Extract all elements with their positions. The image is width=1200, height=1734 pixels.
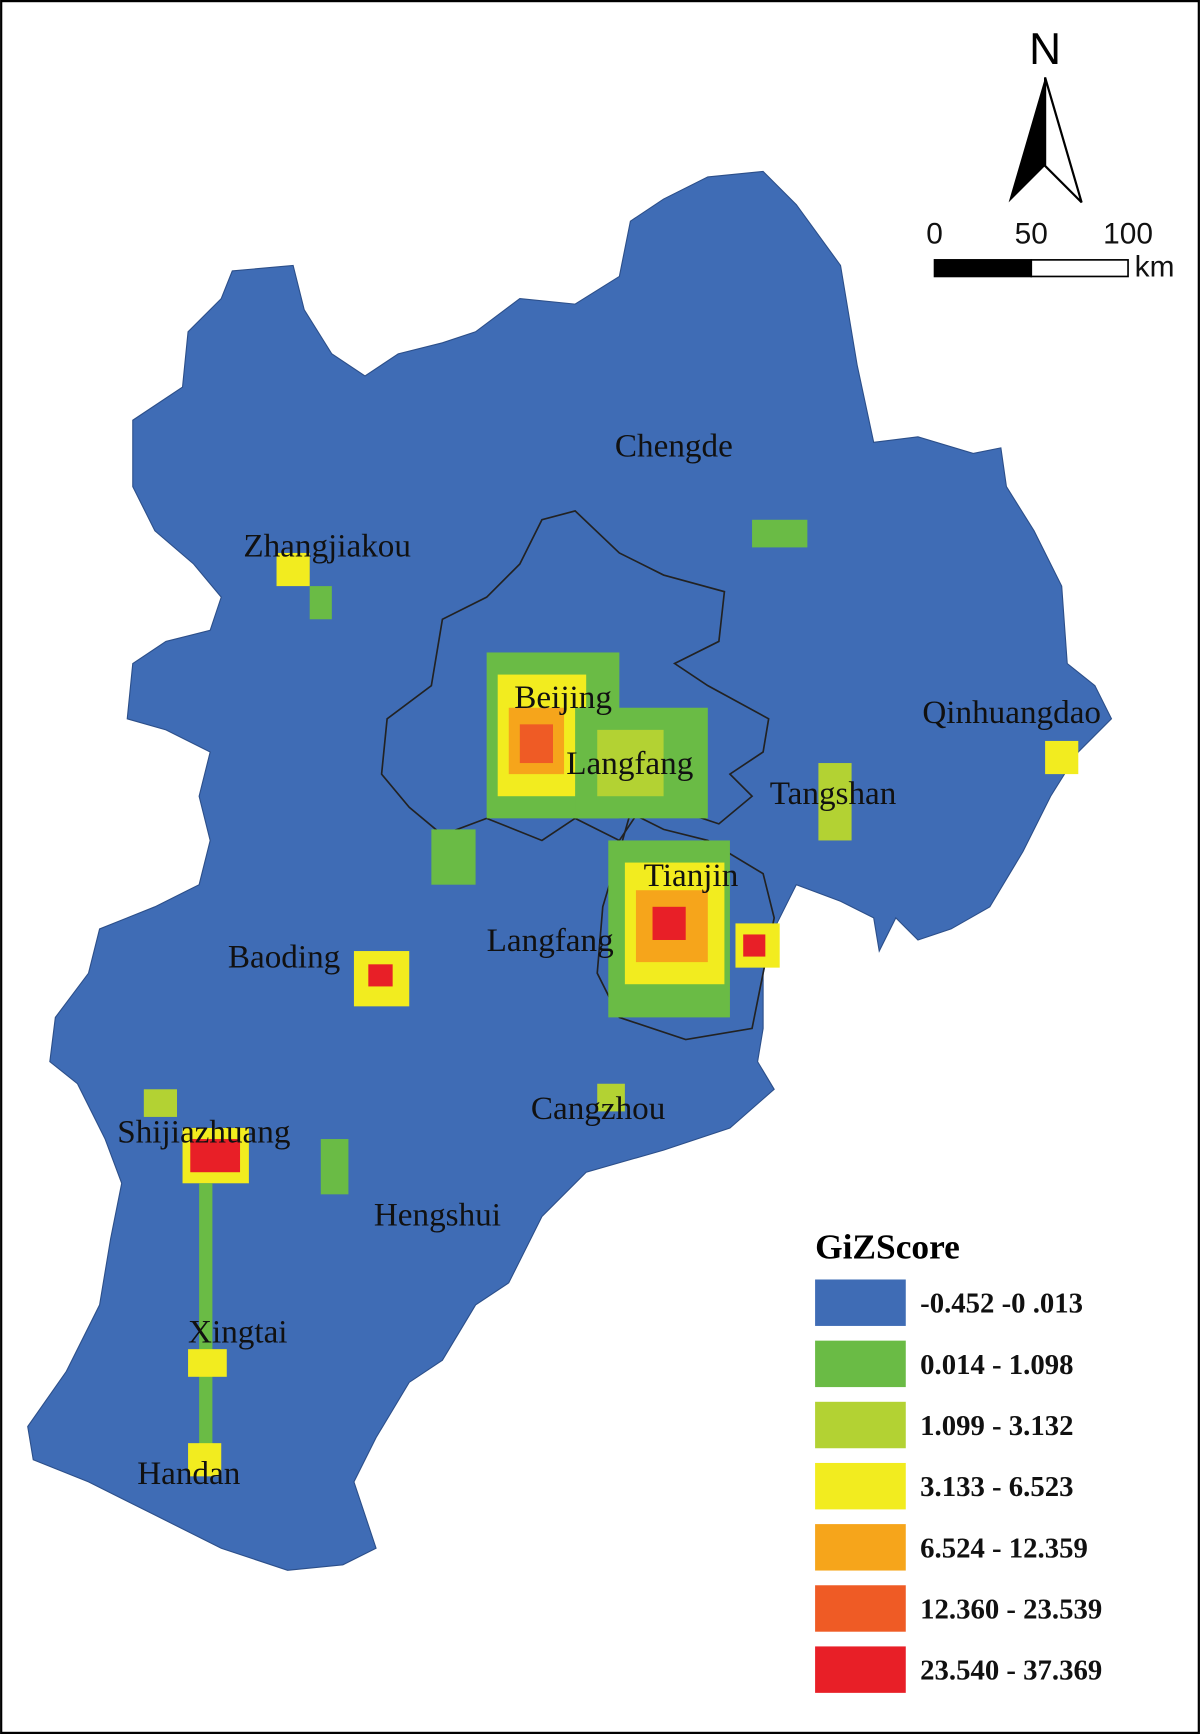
city-label: Xingtai <box>188 1314 287 1351</box>
hotspots <box>143 519 1079 1477</box>
city-label: Beijing <box>514 679 612 716</box>
north-label: N <box>1029 25 1061 74</box>
legend-label: 1.099 - 3.132 <box>920 1410 1073 1442</box>
city-label: Chengde <box>615 428 733 465</box>
legend-label: 12.360 - 23.539 <box>920 1593 1102 1625</box>
city-label: Baoding <box>228 939 340 976</box>
legend-swatch <box>815 1279 906 1326</box>
legend-swatch <box>815 1646 906 1693</box>
legend-label: 23.540 - 37.369 <box>920 1655 1102 1687</box>
legend-swatch <box>815 1585 906 1632</box>
legend-label: 0.014 - 1.098 <box>920 1349 1073 1381</box>
city-label: Shijiazhuang <box>117 1113 290 1150</box>
scale-label: 50 <box>1015 217 1048 250</box>
scale-segment <box>1030 259 1129 278</box>
legend-label: 6.524 - 12.359 <box>920 1532 1088 1564</box>
legend-swatch <box>815 1462 906 1510</box>
legend-label: 3.133 - 6.523 <box>920 1471 1073 1503</box>
city-label: Tianjin <box>644 857 739 894</box>
scale-label: 0 <box>926 217 943 250</box>
legend-swatch <box>815 1524 906 1571</box>
city-label: Tangshan <box>770 775 897 812</box>
city-label: Zhangjiakou <box>243 527 411 564</box>
city-label: Handan <box>137 1455 241 1492</box>
beijing-boundary <box>380 509 770 842</box>
scale-label: 100 <box>1103 217 1153 250</box>
city-label: Langfang <box>566 745 693 782</box>
legend-title: GiZScore <box>815 1226 960 1266</box>
legend-swatch <box>815 1401 906 1449</box>
legend: GiZScore -0.452 -0 .013 0.014 - 1.098 1.09… <box>815 1226 1102 1693</box>
legend-swatch <box>815 1340 906 1388</box>
scale-segment <box>933 259 1033 278</box>
city-label: Langfang <box>487 922 614 959</box>
city-label: Cangzhou <box>531 1090 666 1127</box>
legend-label: -0.452 -0 .013 <box>920 1288 1083 1320</box>
city-label: Qinhuangdao <box>922 694 1101 731</box>
city-label: Hengshui <box>374 1196 501 1233</box>
scale-unit: km <box>1135 250 1175 283</box>
